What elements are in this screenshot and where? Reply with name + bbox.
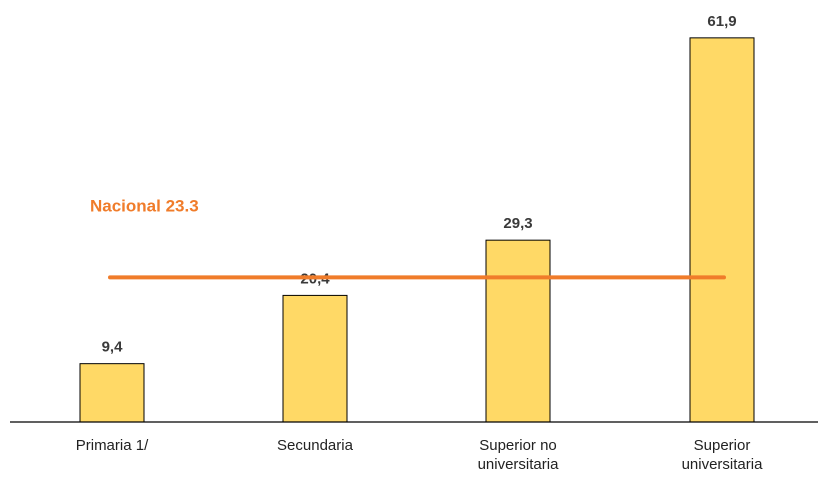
bar	[79, 363, 145, 423]
category-label: Primaria 1/	[76, 437, 149, 454]
category-label: Superior no	[479, 437, 557, 454]
bars-group	[79, 37, 755, 423]
bar	[689, 37, 755, 423]
reference-line-label: Nacional 23.3	[90, 196, 199, 215]
bar-value-label: 29,3	[503, 215, 532, 232]
bar	[282, 294, 348, 423]
category-label: Superior	[694, 437, 751, 454]
category-label: Secundaria	[277, 437, 354, 454]
bar	[485, 239, 551, 423]
category-label: universitaria	[478, 456, 560, 473]
value-labels-group: 9,420,429,361,9	[102, 13, 737, 356]
bar-value-label: 61,9	[707, 13, 736, 30]
bar-value-label: 9,4	[102, 339, 124, 356]
category-label: universitaria	[682, 456, 764, 473]
category-labels-group: Primaria 1/Secundaria Superior no universi…	[76, 437, 763, 473]
